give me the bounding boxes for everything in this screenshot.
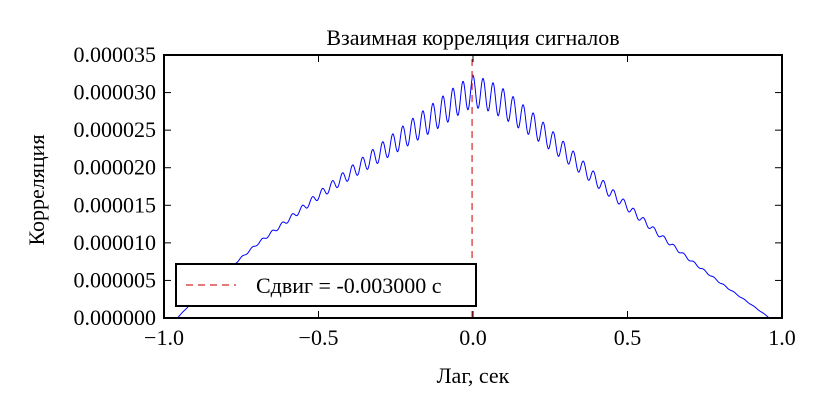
series-correlation-line [176,74,771,318]
y-tick-label: 0.000030 [74,80,157,105]
x-axis: −1.0 −0.5 0.0 0.5 1.0 [144,55,796,350]
x-tick-label: 0.0 [459,325,487,350]
y-tick-label: 0.000010 [74,230,157,255]
x-tick-label: −1.0 [144,325,184,350]
y-tick-label: 0.000020 [74,155,157,180]
y-tick-label: 0.000015 [74,192,157,217]
y-axis-label: Корреляция [24,134,49,245]
y-tick-label: 0.000005 [74,267,157,292]
legend-label: Сдвиг = -0.003000 с [256,273,442,298]
x-tick-label: 1.0 [768,325,796,350]
legend: Сдвиг = -0.003000 с [175,263,477,307]
y-tick-label: 0.000000 [74,305,157,330]
x-axis-label: Лаг, сек [437,363,510,388]
y-tick-label: 0.000025 [74,117,157,142]
x-tick-label: −0.5 [299,325,339,350]
y-tick-label: 0.000035 [74,42,157,67]
chart-title: Взаимная корреляция сигналов [326,25,619,50]
y-axis: 0.000000 0.000005 0.000010 0.000015 0.000020… [74,42,782,330]
x-tick-label: 0.5 [614,325,642,350]
